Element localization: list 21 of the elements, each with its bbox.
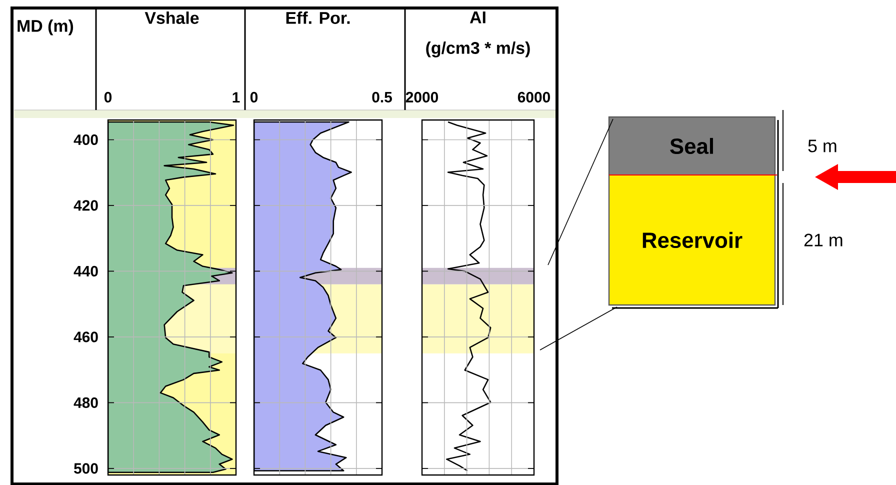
chart-title: AI [470,11,486,23]
text: 5 m [808,139,836,152]
y-tick-label: 460 [74,331,98,342]
y-tick-label: 500 [74,462,98,474]
text: 21 m [804,233,842,246]
x-tick-label: 1 [232,92,240,102]
y-axis-title: MD (m) [18,19,74,36]
y-tick-label: 440 [74,266,98,276]
x-tick-label: 0 [104,92,112,102]
x-tick-label: 2000 [406,92,438,102]
x-tick-label: 0.5 [372,92,392,102]
x-tick-label: 0 [250,92,258,102]
y-tick-label: 400 [74,134,98,145]
y-tick-label: 420 [74,200,98,211]
chart-title: Vshale [144,11,199,24]
text: Seal [670,138,713,154]
y-tick-label: 480 [74,397,98,408]
x-tick-label: 6000 [518,92,550,102]
x-axis-title: (g/cm3 * m/s) [426,41,530,58]
chart-title: Eff. Por. [286,11,350,24]
text: Reservoir [642,232,742,248]
